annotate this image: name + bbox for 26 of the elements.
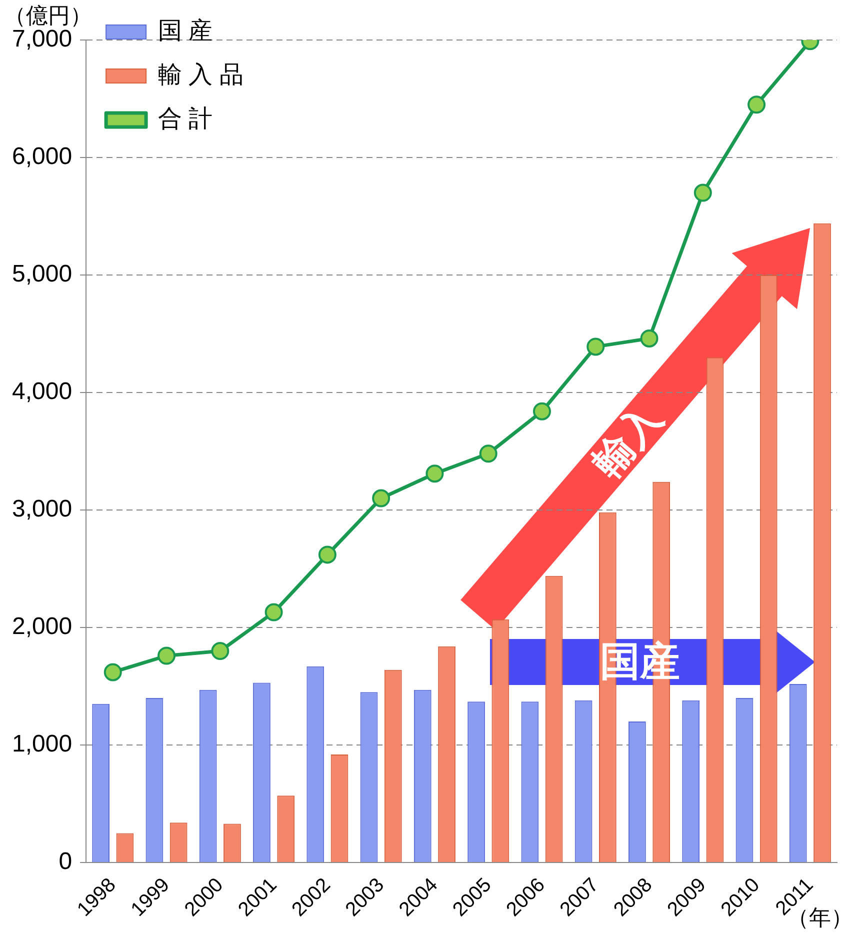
point bbox=[318, 546, 336, 564]
point bbox=[211, 642, 230, 660]
y-tick-label: 5,000 bbox=[12, 260, 72, 288]
point bbox=[158, 646, 176, 665]
legend-label: 輸 入 品 bbox=[158, 62, 244, 89]
point bbox=[748, 96, 766, 114]
annotation: 輸入 bbox=[584, 395, 672, 486]
point bbox=[532, 402, 551, 420]
y-tick-label: 6,000 bbox=[12, 143, 72, 170]
point bbox=[426, 464, 444, 483]
point bbox=[372, 489, 390, 508]
y-tick-label: 4,000 bbox=[12, 378, 72, 406]
legend-label: 合 計 bbox=[158, 106, 213, 133]
y-tick-label: 0 bbox=[58, 848, 72, 876]
y-tick-label: 1,000 bbox=[12, 730, 72, 758]
point bbox=[694, 184, 712, 202]
point bbox=[104, 663, 122, 682]
legend-label: 国 産 bbox=[158, 18, 213, 45]
point bbox=[640, 329, 658, 348]
point bbox=[479, 444, 498, 463]
y-tick-label: 2,000 bbox=[12, 613, 72, 640]
y-tick-label: 7,000 bbox=[12, 26, 72, 53]
point bbox=[264, 603, 283, 622]
point bbox=[586, 338, 605, 356]
y-tick-label: 3,000 bbox=[12, 496, 72, 523]
y-axis-title: （億円） bbox=[4, 3, 92, 28]
